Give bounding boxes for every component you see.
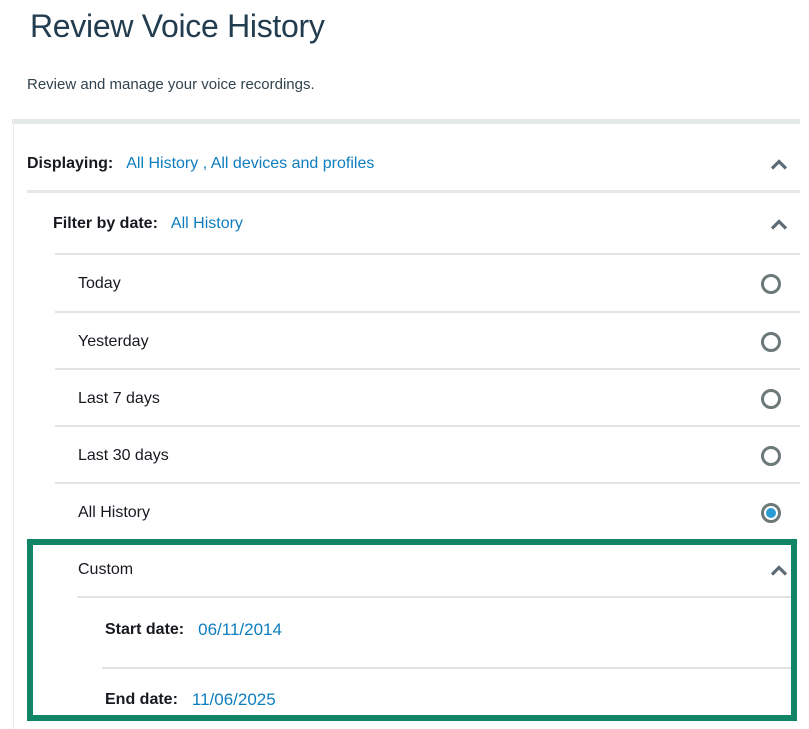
custom-label: Custom: [78, 561, 134, 578]
option-label: Today: [78, 274, 121, 292]
option-label: All History: [78, 503, 151, 521]
option-label: Yesterday: [78, 332, 149, 350]
filter-option-custom[interactable]: Custom: [33, 547, 791, 593]
row-divider: [55, 311, 800, 313]
page-title: Review Voice History: [30, 8, 325, 44]
row-divider: [55, 482, 800, 484]
radio-button[interactable]: [761, 331, 781, 352]
end-date-link[interactable]: 11/06/2025: [191, 690, 276, 709]
displaying-label: Displaying:: [27, 155, 114, 172]
end-date-label: End date:: [105, 691, 178, 708]
filter-option-today[interactable]: Today: [27, 255, 800, 312]
row-divider: [55, 425, 800, 427]
chevron-up-icon[interactable]: [770, 218, 788, 230]
radio-button[interactable]: [761, 388, 781, 409]
displaying-header[interactable]: Displaying: All History , All devices an…: [27, 141, 800, 187]
displaying-summary-link[interactable]: All History , All devices and profiles: [126, 155, 375, 172]
option-label: Last 30 days: [78, 446, 169, 464]
filter-option-yesterday[interactable]: Yesterday: [27, 313, 800, 370]
filter-label: Filter by date:: [53, 215, 158, 232]
filter-value-link[interactable]: All History: [170, 215, 243, 232]
row-divider: [27, 190, 800, 193]
filter-option-all-history[interactable]: All History: [27, 484, 800, 541]
start-date-link[interactable]: 06/11/2014: [198, 620, 282, 639]
row-divider: [55, 253, 800, 255]
chevron-up-icon[interactable]: [770, 564, 788, 576]
chevron-up-icon[interactable]: [770, 158, 788, 170]
row-divider: [55, 368, 800, 370]
page-subtitle: Review and manage your voice recordings.: [27, 76, 315, 93]
row-divider: [77, 596, 791, 598]
end-date-row: End date: 11/06/2025: [105, 676, 276, 724]
filter-option-last-7-days[interactable]: Last 7 days: [27, 370, 800, 427]
row-divider: [102, 667, 791, 669]
filter-by-date-header[interactable]: Filter by date: All History: [53, 196, 800, 252]
option-label: Last 7 days: [78, 389, 160, 407]
filter-option-last-30-days[interactable]: Last 30 days: [27, 427, 800, 484]
section-divider: [12, 119, 800, 124]
panel-left-border: [13, 119, 14, 729]
radio-button[interactable]: [761, 445, 781, 466]
start-date-row: Start date: 06/11/2014: [105, 605, 282, 655]
start-date-label: Start date:: [105, 621, 185, 638]
radio-button[interactable]: [761, 273, 781, 294]
radio-button[interactable]: [761, 502, 781, 523]
